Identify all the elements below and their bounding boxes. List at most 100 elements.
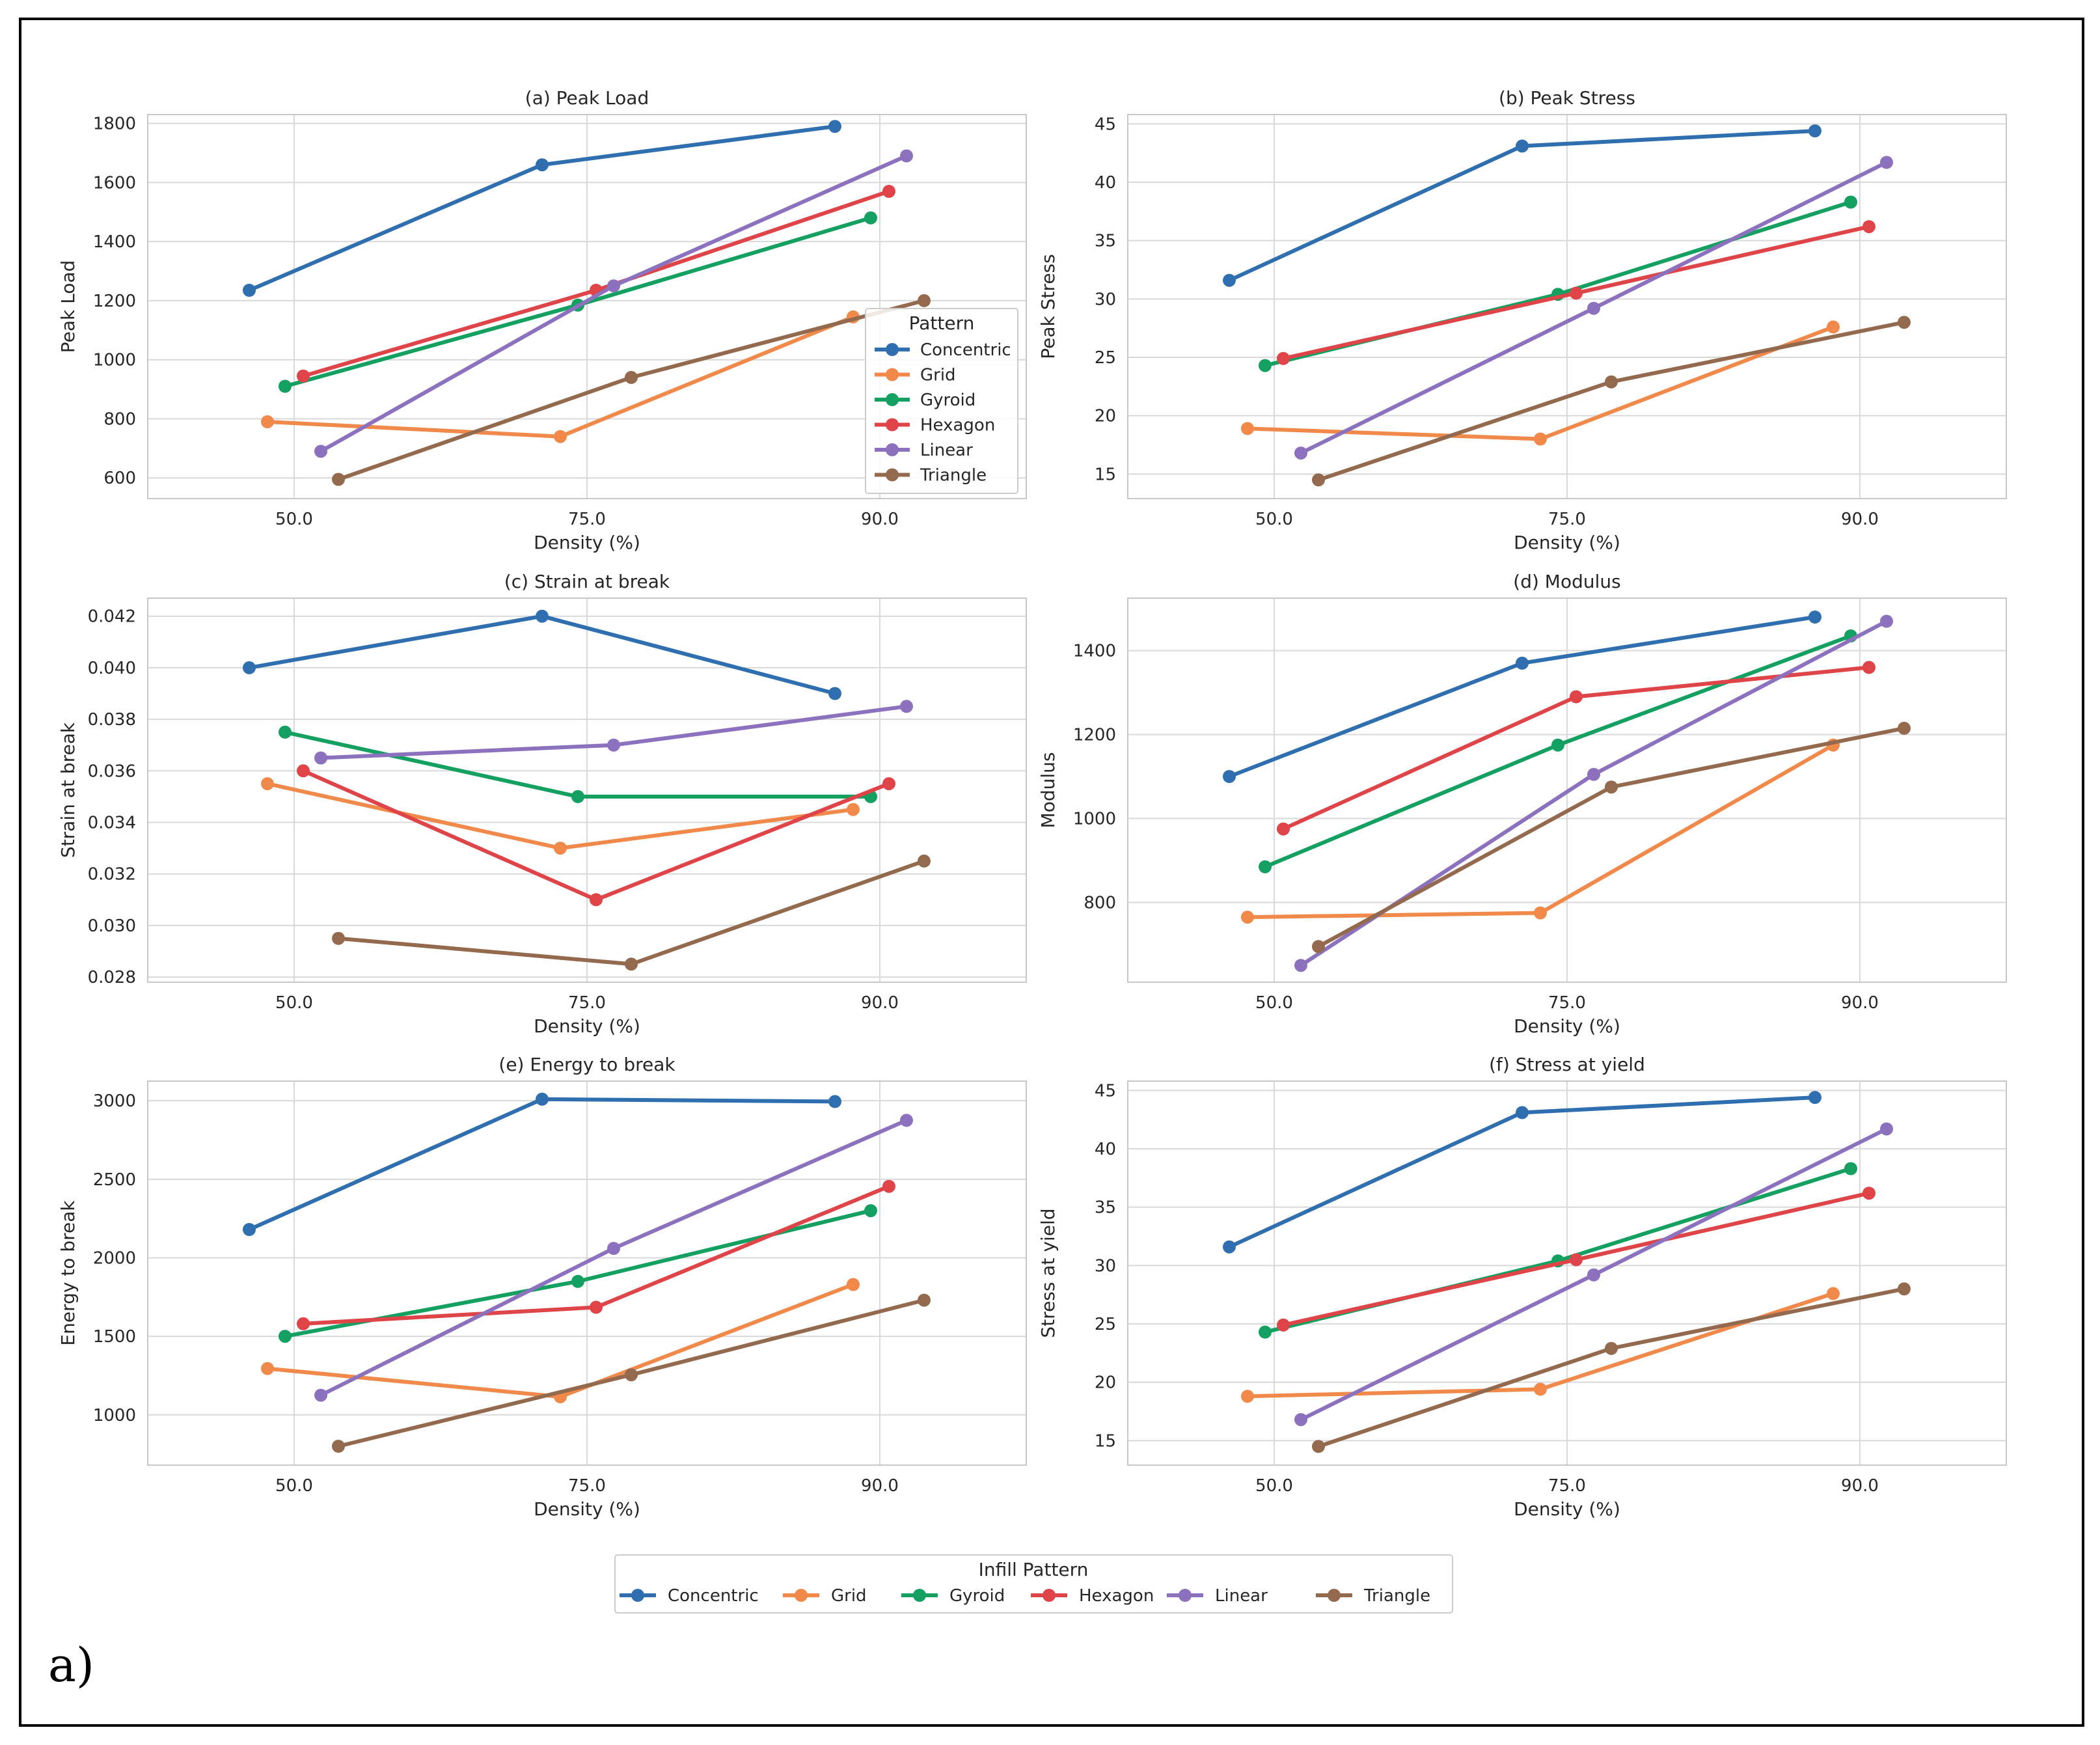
plot-frame <box>147 1080 1027 1466</box>
y-tick-label: 40 <box>1095 173 1116 193</box>
panel-title: (c) Strain at break <box>504 571 670 592</box>
series-hexagon <box>1277 661 1875 836</box>
panel-title: (f) Stress at yield <box>1489 1054 1645 1075</box>
y-axis-label: Modulus <box>1037 752 1059 829</box>
inner-legend-item-triangle: Triangle <box>875 466 987 486</box>
inner-legend-label: Triangle <box>920 466 987 486</box>
series-concentric <box>243 609 841 700</box>
series-linear <box>314 700 913 765</box>
data-point-linear-75-0 <box>607 738 620 752</box>
data-point-hexagon-50-0 <box>1277 822 1290 836</box>
inner-legend-item-gyroid: Gyroid <box>875 391 975 410</box>
data-point-grid-50-0 <box>1241 1390 1254 1403</box>
legend-item-linear: Linear <box>1167 1586 1268 1606</box>
y-tick-label: 600 <box>103 469 136 488</box>
data-point-triangle-50-0 <box>1312 940 1325 954</box>
data-point-triangle-50-0 <box>1312 473 1325 487</box>
y-axis-label: Energy to break <box>57 1200 79 1346</box>
data-point-gyroid-75-0 <box>571 790 584 803</box>
y-tick-label: 0.028 <box>88 968 136 987</box>
data-point-concentric-90-0 <box>828 687 841 700</box>
data-point-gyroid-50-0 <box>279 379 292 393</box>
data-point-grid-90-0 <box>1827 1287 1840 1300</box>
panel-b-peak-stress: (b) Peak Stress 15 20 25 30 35 40 45 50.0 75.0 90.… <box>1037 87 2007 553</box>
legend-item-gyroid: Gyroid <box>901 1586 1005 1606</box>
data-point-linear-90-0 <box>1880 614 1893 628</box>
data-point-triangle-50-0 <box>1312 1440 1325 1453</box>
data-point-hexagon-50-0 <box>297 1317 310 1330</box>
data-point-gyroid-90-0 <box>864 1204 877 1218</box>
inner-legend: Pattern Concentric Grid Gyroid Hexagon Linear… <box>865 308 1018 494</box>
data-point-hexagon-90-0 <box>882 1179 895 1193</box>
data-point-linear-90-0 <box>900 700 913 713</box>
y-tick-label: 1500 <box>93 1327 136 1347</box>
x-axis-label: Density (%) <box>534 1498 640 1520</box>
y-tick-label: 25 <box>1095 1315 1116 1334</box>
x-tick-label: 75.0 <box>1548 510 1586 529</box>
data-point-grid-90-0 <box>847 803 860 816</box>
series-triangle <box>332 1293 931 1453</box>
data-point-hexagon-50-0 <box>297 369 310 383</box>
data-point-grid-50-0 <box>261 777 274 791</box>
panel-a-peak-load: (a) Peak Load 600 800 1000 1200 1400 1600 1800 5… <box>57 87 1027 553</box>
legend-label: Grid <box>831 1586 867 1606</box>
panel-title: (a) Peak Load <box>525 87 649 109</box>
series-grid <box>261 1278 860 1403</box>
inner-legend-label: Linear <box>920 441 973 460</box>
data-point-concentric-50-0 <box>243 284 256 297</box>
data-point-grid-90-0 <box>1827 320 1840 334</box>
x-tick-label: 90.0 <box>1841 993 1879 1013</box>
x-tick-label: 50.0 <box>275 1476 313 1496</box>
data-point-triangle-90-0 <box>1898 1282 1911 1296</box>
y-tick-label: 15 <box>1095 465 1116 484</box>
y-tick-label: 20 <box>1095 407 1116 426</box>
x-tick-label: 50.0 <box>275 993 313 1013</box>
data-point-triangle-75-0 <box>1605 375 1618 389</box>
series-grid <box>261 777 860 855</box>
series-hexagon <box>297 1179 895 1330</box>
x-tick-label: 75.0 <box>568 510 606 529</box>
y-tick-label: 2500 <box>93 1170 136 1190</box>
y-axis-label: Stress at yield <box>1037 1208 1059 1338</box>
data-point-hexagon-50-0 <box>1277 351 1290 365</box>
data-point-concentric-75-0 <box>536 1092 549 1106</box>
series-triangle <box>332 294 931 486</box>
legend-item-grid: Grid <box>783 1586 867 1606</box>
data-point-concentric-90-0 <box>1808 611 1821 624</box>
data-point-hexagon-75-0 <box>590 893 603 907</box>
data-point-triangle-90-0 <box>918 1293 931 1307</box>
data-point-grid-90-0 <box>847 1278 860 1291</box>
legend-label: Gyroid <box>949 1586 1005 1606</box>
data-point-gyroid-50-0 <box>1259 860 1272 873</box>
data-point-grid-50-0 <box>1241 422 1254 435</box>
data-point-hexagon-90-0 <box>1862 661 1875 674</box>
data-point-triangle-50-0 <box>332 473 345 486</box>
data-point-hexagon-75-0 <box>590 1300 603 1314</box>
data-point-grid-50-0 <box>261 1362 274 1375</box>
data-point-linear-90-0 <box>900 149 913 163</box>
series-concentric <box>1223 611 1821 783</box>
y-tick-label: 1000 <box>1073 810 1116 829</box>
panel-d-modulus: (d) Modulus 800 1000 1200 1400 50.0 75.0 90.0 De… <box>1037 571 2007 1037</box>
data-point-triangle-75-0 <box>625 957 638 971</box>
x-axis-label: Density (%) <box>1514 532 1620 553</box>
data-point-concentric-50-0 <box>243 661 256 674</box>
series-triangle <box>1312 316 1911 487</box>
data-point-triangle-90-0 <box>918 294 931 307</box>
x-tick-label: 50.0 <box>1255 993 1293 1013</box>
data-point-linear-90-0 <box>1880 1122 1893 1136</box>
data-point-concentric-75-0 <box>536 609 549 623</box>
panel-title: (d) Modulus <box>1513 571 1620 592</box>
data-point-hexagon-75-0 <box>1570 1253 1583 1267</box>
y-axis-label: Peak Load <box>57 260 79 353</box>
data-point-gyroid-50-0 <box>1259 1325 1272 1339</box>
series-grid <box>1241 1287 1840 1403</box>
inner-legend-label: Hexagon <box>920 416 995 435</box>
y-tick-label: 1000 <box>93 351 136 370</box>
data-point-hexagon-90-0 <box>882 777 895 791</box>
plot-frame <box>1127 114 2007 499</box>
data-point-triangle-90-0 <box>1898 721 1911 735</box>
data-point-gyroid-90-0 <box>864 211 877 225</box>
inner-legend-item-concentric: Concentric <box>875 340 1011 360</box>
data-point-triangle-75-0 <box>625 370 638 384</box>
